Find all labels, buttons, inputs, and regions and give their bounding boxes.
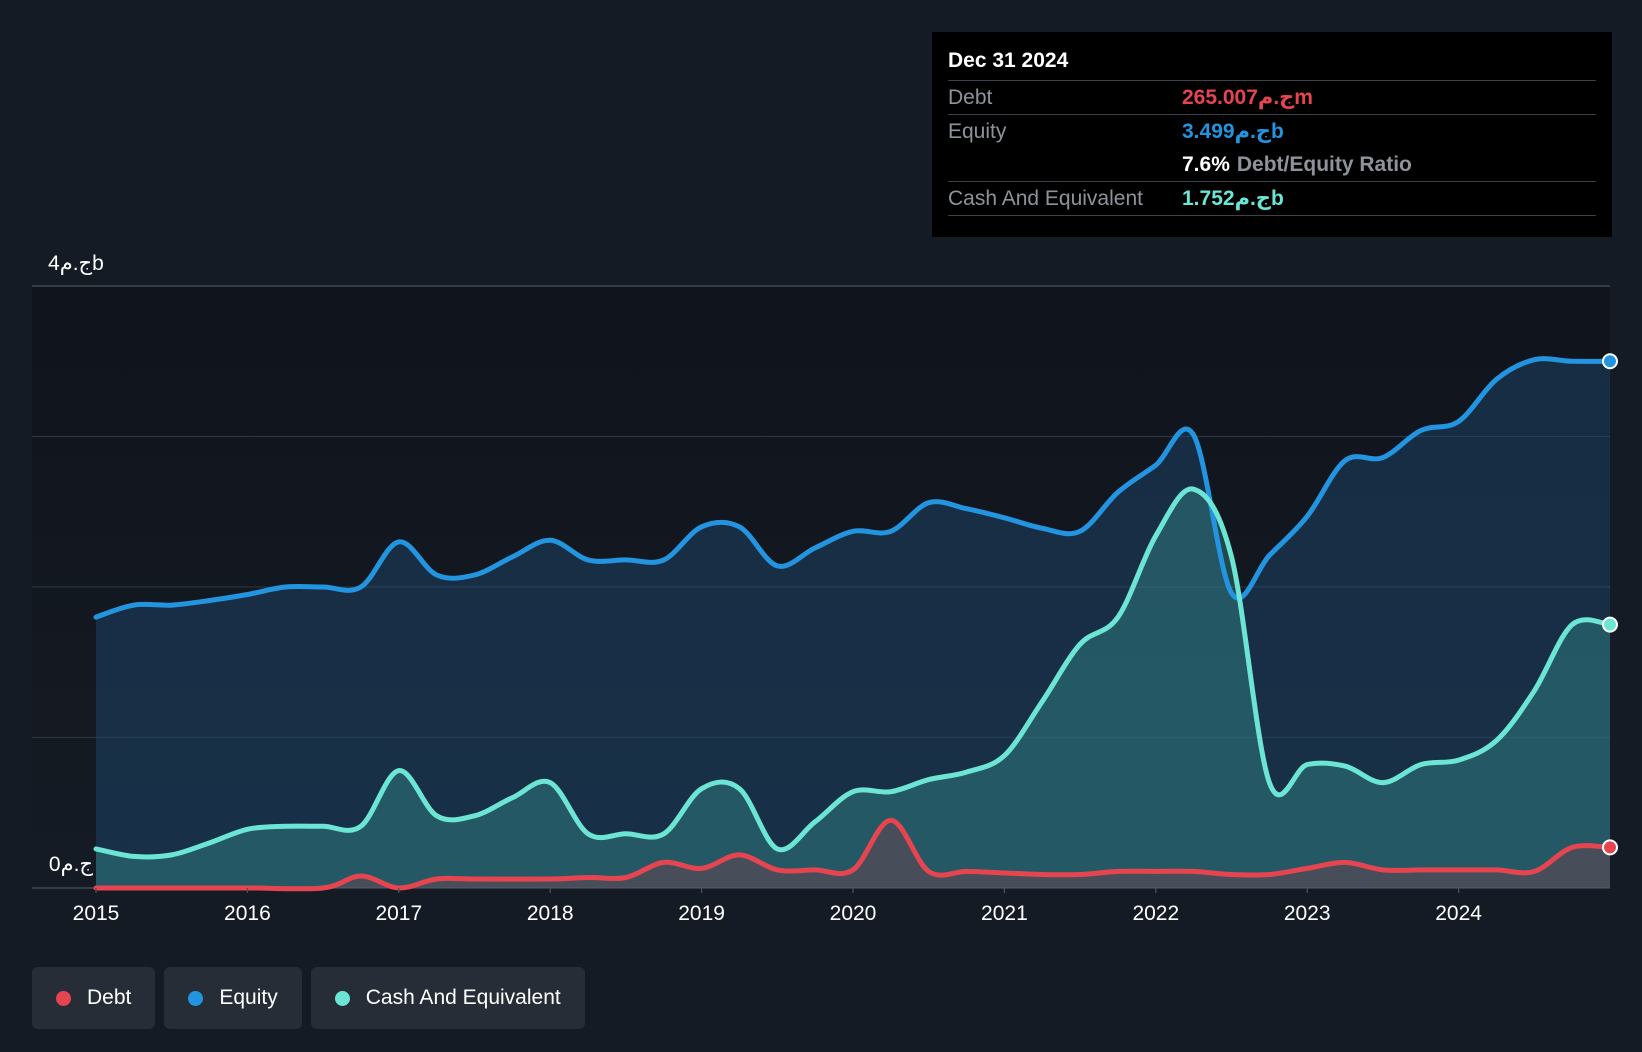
series-lines bbox=[93, 356, 1613, 892]
tooltip-date: Dec 31 2024 bbox=[948, 49, 1069, 72]
y-axis-bottom-label: 0ج.م bbox=[49, 853, 94, 877]
tooltip-row-cash: Cash And Equivalent 1.752ج.مb bbox=[948, 181, 1596, 216]
x-tick-label: 2015 bbox=[73, 902, 120, 925]
x-tick-label: 2024 bbox=[1435, 902, 1482, 925]
legend-cash-label: Cash And Equivalent bbox=[365, 986, 561, 1009]
legend-item-equity[interactable]: Equity bbox=[164, 967, 302, 1029]
cash-and-equivalentline bbox=[93, 486, 1613, 860]
equity-dot-icon bbox=[188, 990, 204, 1006]
tooltip-ratio-label: Debt/Equity Ratio bbox=[1236, 152, 1412, 176]
x-tick-label: 2021 bbox=[981, 902, 1028, 925]
x-tick-label: 2023 bbox=[1284, 902, 1331, 925]
legend-item-cash[interactable]: Cash And Equivalent bbox=[310, 967, 585, 1029]
tooltip-cash-label: Cash And Equivalent bbox=[948, 186, 1143, 210]
tooltip-row-ratio: 7.6% Debt/Equity Ratio bbox=[948, 148, 1596, 181]
equityarea bbox=[96, 358, 1610, 888]
tooltip-row-debt: Debt 265.007ج.مm bbox=[948, 80, 1596, 114]
tooltip-ratio-value: 7.6% bbox=[1182, 152, 1230, 176]
y-axis-top-label: 4ج.مb bbox=[48, 252, 104, 276]
cash-and-equivalentend-point bbox=[1602, 616, 1618, 633]
x-tick-label: 2020 bbox=[830, 902, 877, 925]
equityend-point bbox=[1602, 353, 1618, 370]
legend-item-debt[interactable]: Debt bbox=[32, 967, 156, 1029]
legend: Debt Equity Cash And Equivalent bbox=[32, 967, 585, 1029]
x-tick-label: 2019 bbox=[678, 902, 725, 925]
x-tick-label: 2022 bbox=[1132, 902, 1179, 925]
end-points bbox=[1602, 353, 1618, 856]
tooltip-cash-value: 1.752ج.مb bbox=[1182, 187, 1284, 210]
tooltip-equity-value: 3.499ج.مb bbox=[1182, 120, 1284, 143]
x-tick-label: 2016 bbox=[224, 902, 271, 925]
equityline bbox=[93, 356, 1613, 620]
legend-equity-label: Equity bbox=[219, 986, 278, 1009]
tooltip-debt-label: Debt bbox=[948, 85, 993, 109]
debtarea bbox=[96, 820, 1610, 889]
cash-dot-icon bbox=[334, 990, 350, 1006]
x-axis-ticks: 2015 2016 2017 2018 2019 2020 2021 2022 2023 2024 bbox=[73, 888, 1482, 925]
legend-debt-label: Debt bbox=[87, 986, 132, 1009]
tooltip-panel: Dec 31 2024 Debt 265.007ج.مm Equity 3.49… bbox=[932, 32, 1612, 237]
debtline bbox=[93, 817, 1613, 892]
tooltip-debt-value: 265.007ج.مm bbox=[1182, 86, 1313, 109]
tooltip-equity-label: Equity bbox=[948, 119, 1007, 143]
tooltip-row-equity: Equity 3.499ج.مb bbox=[948, 114, 1596, 148]
x-tick-label: 2018 bbox=[527, 902, 574, 925]
debtend-point bbox=[1602, 839, 1618, 856]
debt-dot-icon bbox=[56, 990, 71, 1006]
x-tick-label: 2017 bbox=[375, 902, 422, 925]
